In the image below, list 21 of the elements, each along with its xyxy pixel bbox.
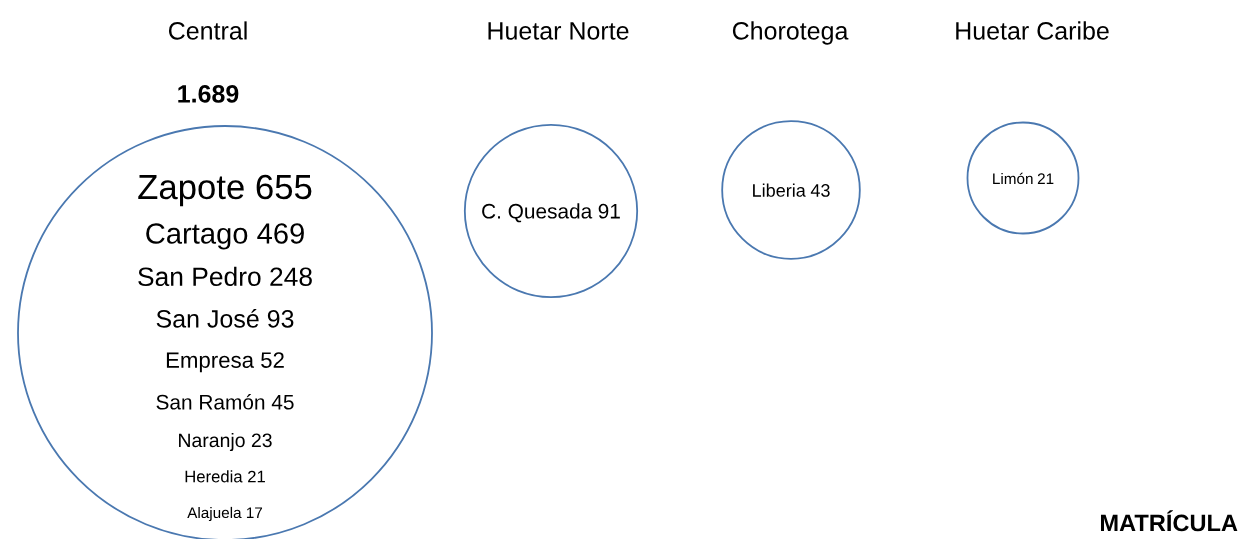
text: Liberia — [753, 183, 806, 197]
text: Heredia 21 — [185, 470, 265, 483]
category-label: Huetar Caribe — [956, 21, 1109, 40]
category-label: Central — [168, 21, 247, 40]
text: San Pedro 248 — [138, 266, 312, 287]
data-label: 1.689 — [178, 85, 239, 103]
text: Limón — [993, 172, 1033, 185]
text: Alajuela 17 — [187, 506, 263, 522]
category-label: Chorotega — [732, 21, 849, 45]
data-label: 91 — [598, 203, 620, 219]
text: San Ramón 45 — [156, 394, 294, 410]
text: Zapote 655 — [138, 174, 312, 207]
text: Naranjo 23 — [179, 432, 272, 452]
text: San José 93 — [156, 309, 294, 328]
text: MATRÍCULA — [1100, 510, 1238, 532]
category-label: Huetar Norte — [488, 22, 629, 40]
text: C. Quesada — [482, 203, 593, 223]
data-label: 43 — [810, 184, 830, 197]
text: Cartago 469 — [146, 223, 304, 250]
text: Empresa 52 — [166, 352, 284, 373]
data-label: 21 — [1037, 173, 1054, 184]
